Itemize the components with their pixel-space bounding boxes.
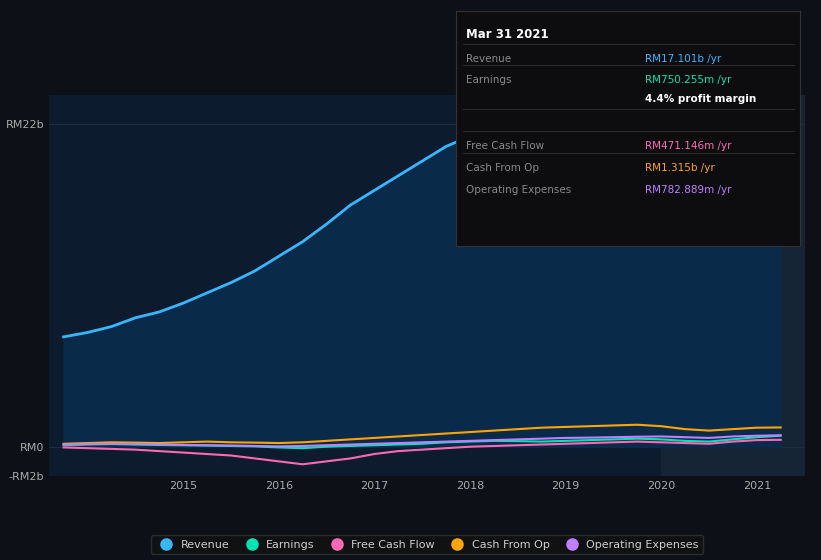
Text: 4.4% profit margin: 4.4% profit margin [645,94,757,104]
Bar [661,95,821,476]
Text: Free Cash Flow: Free Cash Flow [466,141,544,151]
Text: RM750.255m /yr: RM750.255m /yr [645,74,732,85]
Text: RM471.146m /yr: RM471.146m /yr [645,141,732,151]
Text: RM17.101b /yr: RM17.101b /yr [645,54,722,63]
Text: Earnings: Earnings [466,74,511,85]
Text: Revenue: Revenue [466,54,511,63]
Legend: Revenue, Earnings, Free Cash Flow, Cash From Op, Operating Expenses: Revenue, Earnings, Free Cash Flow, Cash … [151,535,703,554]
Text: RM1.315b /yr: RM1.315b /yr [645,163,715,173]
Text: Operating Expenses: Operating Expenses [466,185,571,195]
Text: Cash From Op: Cash From Op [466,163,539,173]
Text: RM782.889m /yr: RM782.889m /yr [645,185,732,195]
Text: Mar 31 2021: Mar 31 2021 [466,27,548,41]
